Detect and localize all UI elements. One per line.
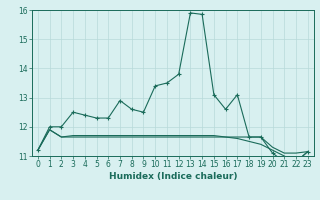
X-axis label: Humidex (Indice chaleur): Humidex (Indice chaleur): [108, 172, 237, 181]
